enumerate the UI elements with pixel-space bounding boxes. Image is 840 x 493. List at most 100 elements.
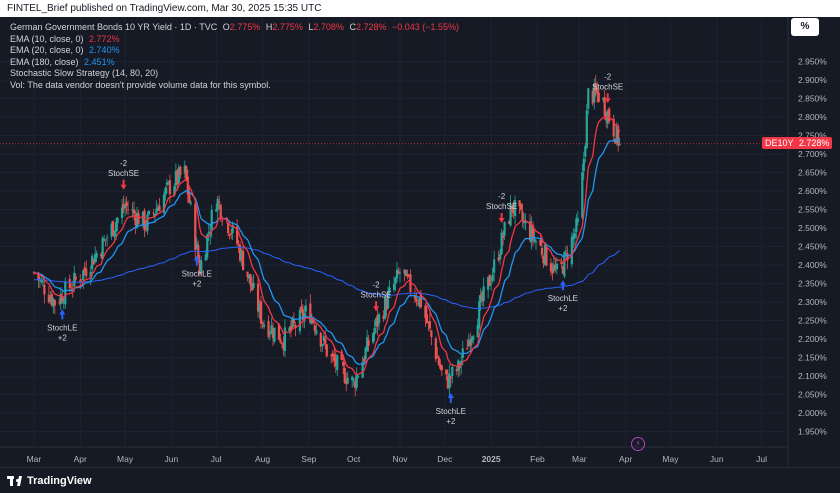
candle-body [206,234,209,258]
tradingview-logo[interactable]: TradingView [7,475,92,487]
candle-body [71,288,74,290]
candle-body [376,314,379,327]
legend-volume-row: Vol: The data vendor doesn't provide vol… [10,80,459,92]
candle-body [518,200,521,207]
candle-body [189,202,192,204]
candle-body [125,202,128,207]
candle-body [543,244,547,265]
candle-body [585,110,588,149]
candle-body [563,251,566,277]
chart-pane[interactable]: 2.950% 2.900% 2.850% 2.800% 2.750% 2.700% 2.65… [0,17,840,467]
candle-body [549,263,553,272]
candle-body [68,278,71,289]
chart-svg[interactable]: 2.950% 2.900% 2.850% 2.800% 2.750% 2.700% 2.65… [0,17,840,467]
candle-body [195,242,198,250]
candle-body [560,261,563,264]
candle-body [304,305,307,312]
long-signal-arrow-icon [559,280,566,291]
published-text: FINTEL_Brief published on TradingView.co… [7,3,322,14]
candle-body [95,253,98,258]
price-tag-value: 2.728% [798,138,830,148]
y-tick-label: 2.450% [798,242,827,252]
candle-body [615,125,618,144]
candle-body [230,233,233,235]
candle-body [179,166,182,176]
candle-body [64,281,67,305]
y-tick-label: 2.800% [798,112,827,122]
candle-body [503,222,506,236]
ema180-value: 2.451% [84,56,115,67]
candle-body [336,355,339,371]
candle-body [397,271,400,274]
candle-body [188,191,191,203]
candle-body [545,246,548,266]
candle-body [321,344,324,347]
ema20-line [33,138,620,365]
candle-body [176,170,179,184]
candle-body [418,297,421,307]
candle-body [174,170,177,186]
candle-body [460,360,463,366]
candle-body [89,271,92,279]
candle-body [43,284,46,295]
candle-body [120,207,124,219]
candle-body [383,297,387,319]
candle-body [573,232,576,238]
candle-body [147,210,151,215]
candle-body [315,330,318,334]
candle-body [372,333,375,343]
y-tick-label: 2.400% [798,260,827,270]
candle-body [564,250,567,252]
ema10-line [33,115,621,376]
candle-body [173,186,176,196]
candle-body [126,209,130,211]
percent-scale-button[interactable]: % [791,18,819,36]
y-tick-label: 2.150% [798,353,827,363]
candle-body [570,236,573,265]
last-price-tag: DE10Y 2.728% [762,137,833,149]
candle-body [519,204,523,210]
candle-body [116,218,119,224]
candle-body [100,254,103,257]
ema10-label: EMA (10, close, 0) [10,33,84,44]
candle-body [513,200,517,217]
volume-note: Vol: The data vendor doesn't provide vol… [10,79,271,90]
candle-body [221,220,224,222]
candle-body [113,230,116,238]
candle-body [185,166,188,180]
candle-body [134,214,137,226]
ema20-label: EMA (20, close, 0) [10,45,84,55]
candle-body [85,268,88,277]
close-value: 2.728% [355,22,387,32]
x-tick-label: Apr [619,454,632,464]
candle-body [561,266,564,274]
legend-symbol-row: German Government Bonds 10 YR Yield · 1D… [10,22,459,34]
candle-body [552,264,556,271]
signal-qty: +2 [58,333,68,342]
y-tick-label: 2.350% [798,279,827,289]
candle-body [204,254,207,261]
candle-body [298,309,301,332]
candle-body [377,314,381,324]
candle-body [198,259,201,275]
candle-body [92,259,95,265]
candle-body [528,221,532,241]
candle-body [310,317,313,324]
candle-body [59,293,62,305]
candle-body [510,206,514,211]
candle-body [47,294,50,303]
candle-body [103,238,106,241]
candle-body [228,234,231,236]
legend-strategy-row: Stochastic Slow Strategy (14, 80, 20) [10,68,459,80]
lightning-icon[interactable]: ⚡ [631,437,645,451]
x-tick-label: Apr [74,454,87,464]
candle-body [37,272,40,281]
candle-body [440,365,443,371]
candle-body [488,274,491,287]
candle-body [367,340,370,346]
candle-body [346,377,349,384]
candle-body [427,321,430,323]
x-tick-label: Mar [27,454,42,464]
candle-body [194,203,197,250]
candle-body [587,88,590,109]
